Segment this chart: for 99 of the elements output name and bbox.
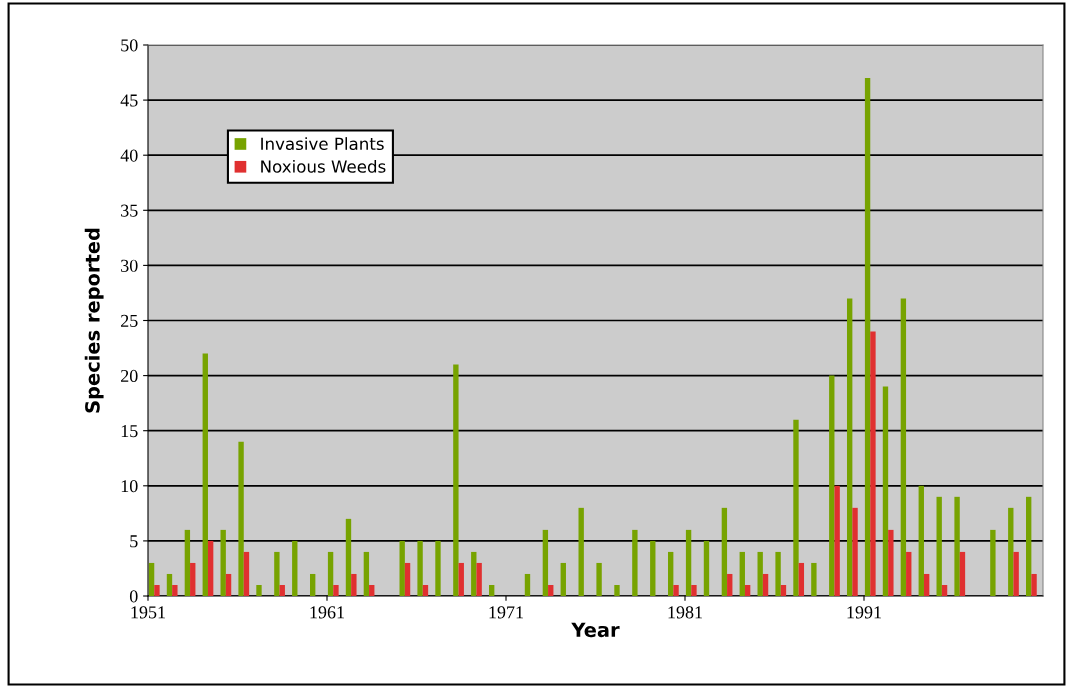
bar	[207, 540, 214, 596]
bar	[166, 573, 173, 596]
y-tick-label: 50	[121, 39, 138, 52]
bar	[614, 584, 620, 596]
y-tick-label: 30	[121, 259, 138, 272]
bar	[225, 573, 232, 596]
bar	[936, 496, 942, 596]
x-tick-label: 1991	[847, 606, 881, 619]
bar	[918, 485, 924, 596]
bar	[941, 584, 948, 596]
bar	[154, 584, 160, 596]
y-axis-title: Species reported	[84, 228, 104, 413]
y-tick-label: 25	[121, 314, 138, 327]
bar	[243, 551, 250, 596]
bar	[744, 584, 751, 596]
bar	[471, 551, 477, 596]
bar	[542, 529, 549, 596]
bar	[422, 584, 429, 596]
bar	[172, 584, 178, 596]
bar	[274, 551, 280, 596]
bar	[578, 507, 584, 596]
x-tick-label: 1951	[131, 606, 165, 619]
bar	[190, 562, 196, 596]
bar	[560, 562, 566, 596]
bar	[780, 584, 787, 596]
bar	[888, 529, 894, 596]
bar	[959, 551, 966, 596]
bar	[632, 529, 638, 596]
bar	[906, 551, 912, 596]
bar	[757, 551, 763, 596]
bar	[369, 584, 375, 596]
x-tick-label: 1971	[489, 606, 523, 619]
bar	[870, 331, 876, 596]
bar	[524, 573, 531, 596]
bar	[256, 584, 262, 596]
bar	[882, 386, 889, 596]
bar	[829, 375, 835, 596]
bar	[762, 573, 769, 596]
bar	[1026, 496, 1032, 596]
x-tick-label: 1981	[668, 606, 702, 619]
bar	[811, 562, 817, 596]
bar	[435, 540, 441, 596]
bar	[1031, 573, 1037, 596]
bar	[703, 540, 710, 596]
y-tick-label: 35	[121, 204, 138, 217]
bar	[954, 496, 960, 596]
bar	[775, 551, 781, 596]
x-axis-title: Year	[571, 622, 620, 638]
bar	[847, 298, 853, 596]
y-tick-label: 15	[121, 425, 138, 438]
bar	[721, 507, 728, 596]
bar	[1008, 507, 1014, 596]
y-tick-label: 5	[130, 535, 138, 548]
y-tick-label: 10	[121, 480, 138, 493]
bar	[673, 584, 679, 596]
y-tick-label: 0	[129, 590, 138, 603]
bar	[864, 78, 871, 596]
bar	[727, 573, 733, 596]
bar	[279, 584, 285, 596]
bar	[327, 551, 334, 596]
bar	[685, 529, 692, 596]
bar	[220, 529, 226, 596]
x-tick-label: 1961	[310, 606, 344, 619]
bar	[596, 562, 602, 596]
y-tick-label: 40	[120, 149, 138, 162]
bar	[476, 562, 482, 596]
bar	[739, 551, 745, 596]
bar	[548, 584, 554, 596]
bar	[798, 562, 805, 596]
bar	[668, 551, 674, 596]
bar	[417, 540, 423, 596]
bar	[900, 298, 907, 596]
y-tick-label: 45	[120, 94, 138, 107]
bar	[202, 353, 208, 596]
bar	[363, 551, 370, 596]
bar	[852, 507, 858, 596]
bar	[148, 562, 155, 596]
bar	[345, 518, 352, 596]
bar	[650, 540, 656, 596]
bar	[990, 529, 996, 596]
bar	[923, 573, 930, 596]
y-tick-label: 20	[121, 369, 138, 383]
bar	[489, 584, 495, 596]
bar	[793, 419, 799, 596]
bar	[834, 485, 840, 596]
bar	[292, 540, 298, 596]
bar	[1013, 551, 1019, 596]
bar	[691, 584, 697, 596]
bar	[458, 562, 464, 596]
legend-label: Invasive Plants	[261, 137, 384, 151]
bar	[404, 562, 411, 596]
bar	[184, 529, 191, 596]
bar	[238, 441, 244, 596]
bar	[333, 584, 339, 596]
bar	[351, 573, 357, 596]
bar	[453, 364, 459, 596]
bar	[399, 540, 405, 596]
bar	[310, 573, 316, 596]
legend-label: Noxious Weeds	[261, 159, 386, 173]
